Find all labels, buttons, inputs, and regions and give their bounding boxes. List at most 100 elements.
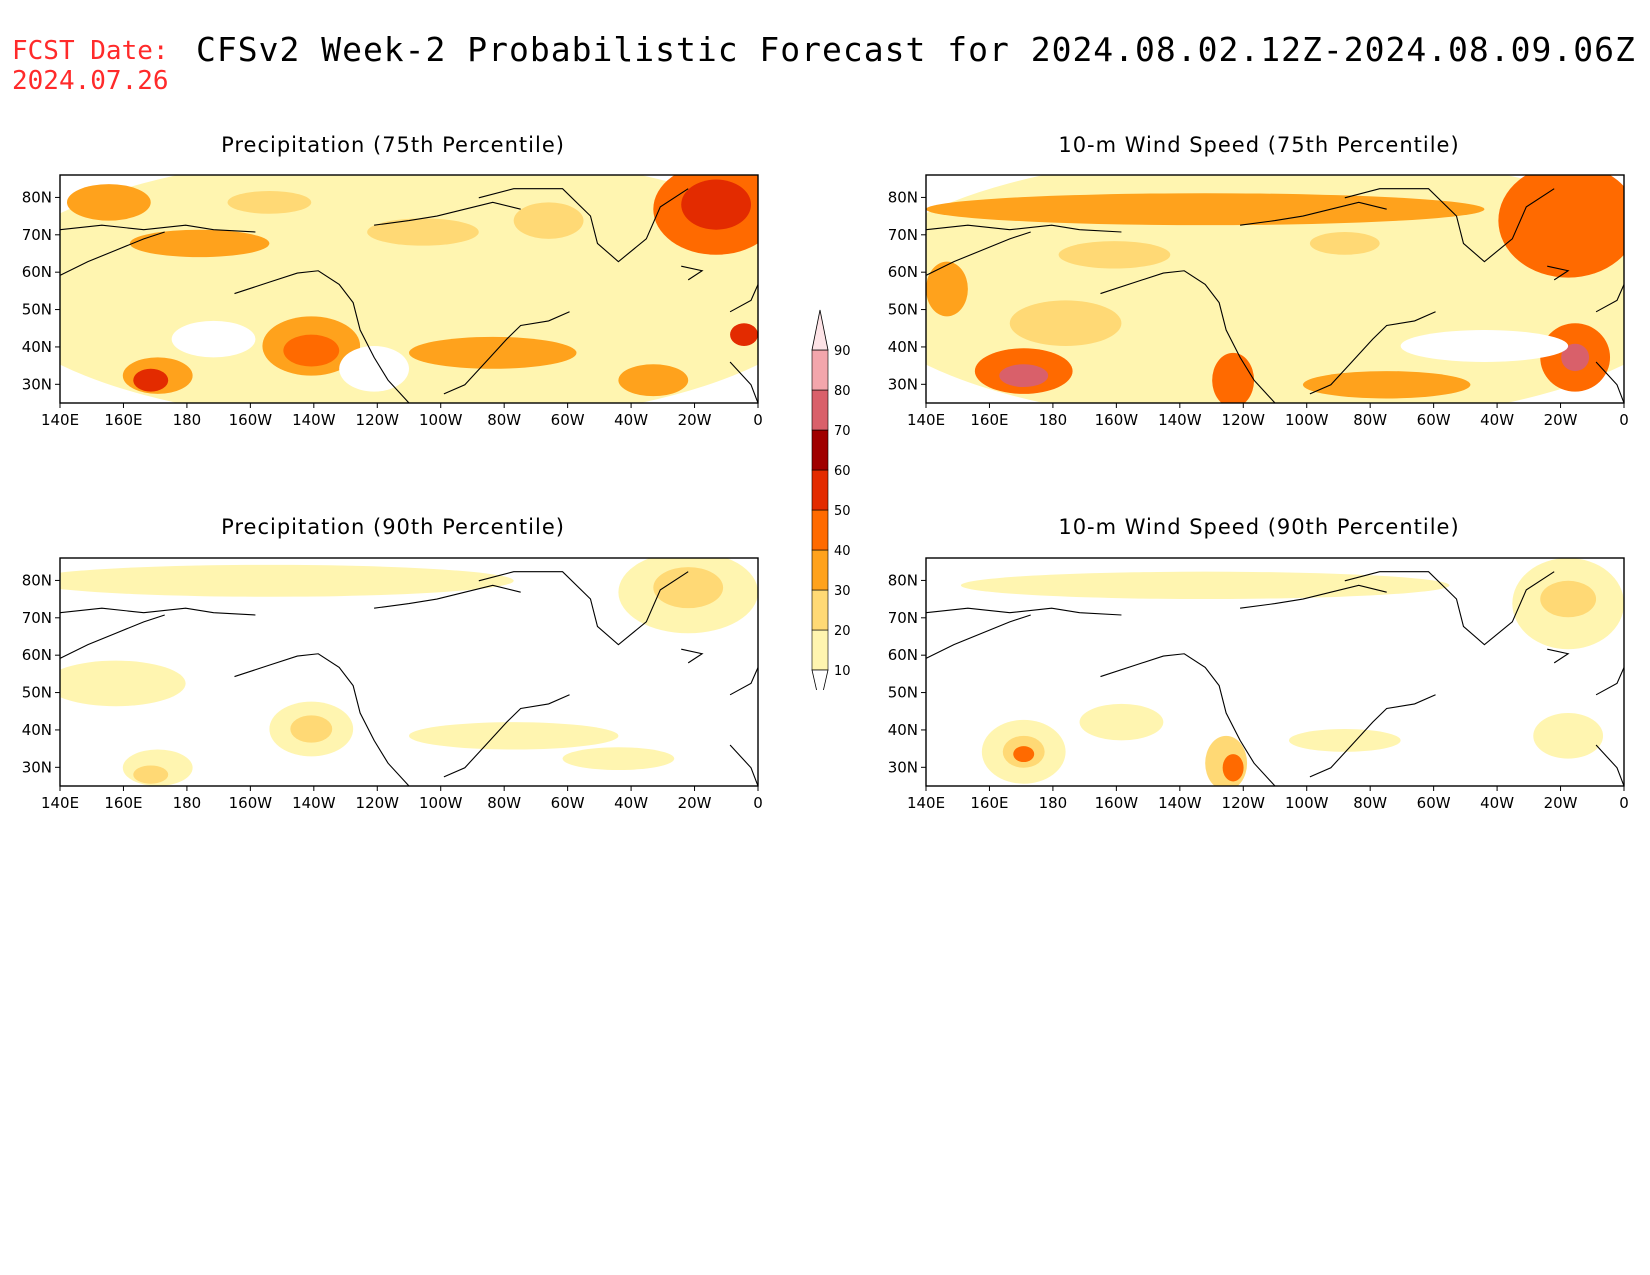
colorbar-label: 80: [834, 384, 851, 399]
lat-label: 60N: [888, 646, 918, 664]
map-wind-90: 140E 160E 180 160W 140W 120W 100W 80W 60W 40W 20W 0…: [888, 557, 1629, 812]
coastline: [729, 667, 758, 696]
map-frame: [925, 174, 1625, 404]
lon-label: 20W: [678, 411, 712, 429]
lon-label: 80W: [1353, 411, 1387, 429]
lon-label: 160E: [104, 411, 142, 429]
colorbar-label: 50: [834, 504, 851, 519]
coastline: [1547, 265, 1570, 281]
colorbar-swatch: [811, 629, 829, 671]
probability-area: [1212, 352, 1255, 403]
lon-label: 60W: [551, 411, 585, 429]
coastline: [1240, 584, 1387, 609]
lon-label: 100W: [419, 411, 463, 429]
colorbar-swatch: [811, 549, 829, 591]
coastline: [1595, 284, 1624, 313]
probability-shading: [60, 558, 758, 786]
lon-label: 120W: [356, 794, 400, 812]
lon-label: 140W: [292, 794, 336, 812]
probability-area: [1533, 713, 1604, 759]
lat-label: 70N: [888, 609, 918, 627]
lon-label: 40W: [1480, 411, 1514, 429]
lat-label: 70N: [22, 609, 52, 627]
coastline: [60, 231, 165, 276]
lon-label: 160E: [970, 411, 1008, 429]
panel-title-wind-75: 10-m Wind Speed (75th Percentile): [1058, 133, 1460, 157]
coastlines: [926, 571, 1624, 786]
colorbar-label: 90: [834, 344, 851, 359]
coastline: [681, 265, 704, 281]
probability-area: [66, 184, 151, 221]
lat-label: 80N: [22, 188, 52, 206]
panel-title-wind-90: 10-m Wind Speed (90th Percentile): [1058, 515, 1460, 539]
lat-label: 60N: [22, 263, 52, 281]
probability-area: [999, 364, 1049, 388]
coastline: [729, 744, 758, 786]
probability-area: [653, 567, 724, 609]
probability-area: [1222, 754, 1244, 782]
coastlines: [60, 188, 758, 403]
coastline: [1344, 571, 1555, 646]
coastline: [1309, 311, 1436, 395]
lat-label: 30N: [888, 758, 918, 776]
forecast-date-value: 2024.07.26: [12, 66, 169, 96]
coastline: [926, 607, 1122, 616]
lat-label: 60N: [888, 263, 918, 281]
probability-area: [227, 190, 312, 214]
probability-area: [339, 346, 409, 392]
coastline: [374, 584, 521, 609]
lon-label: 0: [1619, 794, 1629, 812]
lon-label: 140W: [1158, 411, 1202, 429]
lon-label: 140E: [907, 794, 945, 812]
probability-area: [409, 722, 619, 750]
lon-label: 0: [753, 411, 763, 429]
coastline: [1547, 648, 1570, 664]
coastline: [729, 361, 758, 403]
lat-label: 70N: [22, 226, 52, 244]
lat-label: 80N: [22, 571, 52, 589]
lon-label: 100W: [1285, 794, 1329, 812]
probability-area: [513, 202, 584, 239]
lat-label: 40N: [888, 721, 918, 739]
lat-label: 40N: [22, 338, 52, 356]
colorbar-label: 40: [834, 544, 851, 559]
map-precip-75: 140E 160E 180 160W 140W 120W 100W 80W 60W 40W 20W 0…: [22, 174, 763, 429]
map-precip-90: 140E 160E 180 160W 140W 120W 100W 80W 60W 40W 20W 0…: [22, 557, 763, 812]
lon-label: 60W: [551, 794, 585, 812]
coastline: [1309, 694, 1436, 778]
lon-label: 120W: [356, 411, 400, 429]
coastline: [1595, 667, 1624, 696]
colorbar-swatch: [811, 309, 829, 351]
panel-title-precip-75: Precipitation (75th Percentile): [221, 133, 565, 157]
colorbar-tail: [811, 669, 829, 690]
lon-label: 180: [1039, 794, 1068, 812]
colorbar-swatch: [811, 349, 829, 391]
lon-label: 20W: [1544, 794, 1578, 812]
lon-label: 20W: [1544, 411, 1578, 429]
probability-area: [1302, 371, 1471, 399]
lat-label: 80N: [888, 188, 918, 206]
coastline: [926, 224, 1122, 233]
coastline: [374, 201, 521, 226]
panel-title-precip-90: Precipitation (90th Percentile): [221, 515, 565, 539]
colorbar-label: 30: [834, 584, 851, 599]
coastlines: [60, 571, 758, 786]
lon-label: 180: [1039, 411, 1068, 429]
lon-label: 60W: [1417, 794, 1451, 812]
lon-label: 20W: [678, 794, 712, 812]
probability-area: [618, 364, 689, 397]
colorbar-swatch: [811, 389, 829, 431]
probability-area: [60, 660, 186, 707]
lat-label: 50N: [888, 684, 918, 702]
coastline: [729, 284, 758, 313]
lon-label: 140E: [907, 411, 945, 429]
probability-area: [283, 334, 340, 367]
colorbar-label: 70: [834, 424, 851, 439]
lon-label: 0: [753, 794, 763, 812]
lat-label: 50N: [888, 301, 918, 319]
probability-area: [409, 336, 577, 369]
probability-area: [730, 323, 758, 346]
lat-label: 50N: [22, 301, 52, 319]
colorbar-label: 60: [834, 464, 851, 479]
map-frame: [59, 557, 759, 787]
